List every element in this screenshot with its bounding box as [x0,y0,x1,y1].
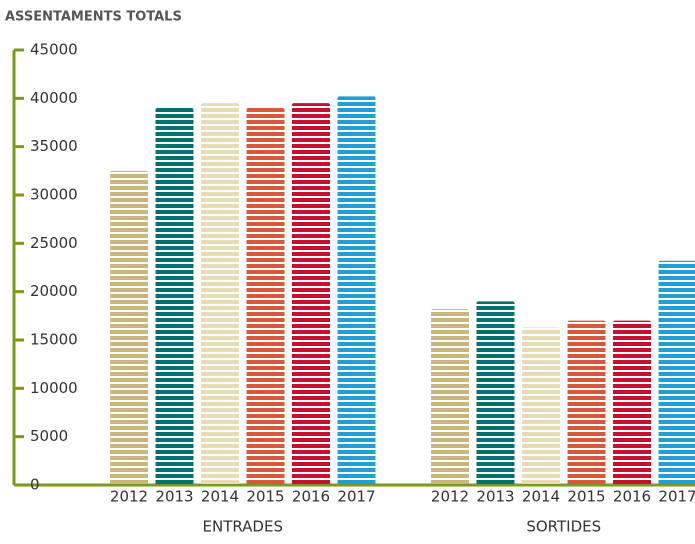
bar [338,96,376,485]
series-label: 2015 [567,488,605,506]
y-tick-label: 25000 [30,234,78,252]
series-label: 2014 [522,488,560,506]
category-label: ENTRADES [203,518,284,536]
bar [247,108,285,485]
y-tick-label: 5000 [30,427,68,445]
chart-title: ASSENTAMENTS TOTALS [5,10,182,25]
bar [431,309,469,485]
series-label: 2013 [476,488,514,506]
y-tick-label: 45000 [30,41,78,59]
y-tick-label: 30000 [30,186,78,204]
bar [156,108,194,485]
series-label: 2017 [337,488,375,506]
series-label: 2012 [431,488,469,506]
y-tick-label: 20000 [30,282,78,300]
y-tick-label: 40000 [30,89,78,107]
y-tick-label: 0 [30,476,40,494]
bar [522,327,560,485]
bar [110,171,148,485]
bar [477,301,515,485]
bar [292,103,330,485]
bar [659,261,695,485]
y-tick-label: 35000 [30,137,78,155]
series-label: 2016 [292,488,330,506]
bar [201,103,239,485]
series-label: 2013 [155,488,193,506]
series-label: 2015 [246,488,284,506]
category-label: SORTIDES [526,518,601,536]
y-tick-label: 10000 [30,379,78,397]
bar [613,321,651,485]
series-label: 2016 [613,488,651,506]
series-label: 2017 [658,488,695,506]
y-tick-label: 15000 [30,331,78,349]
series-label: 2012 [110,488,148,506]
bar [568,321,606,485]
series-label: 2014 [201,488,239,506]
